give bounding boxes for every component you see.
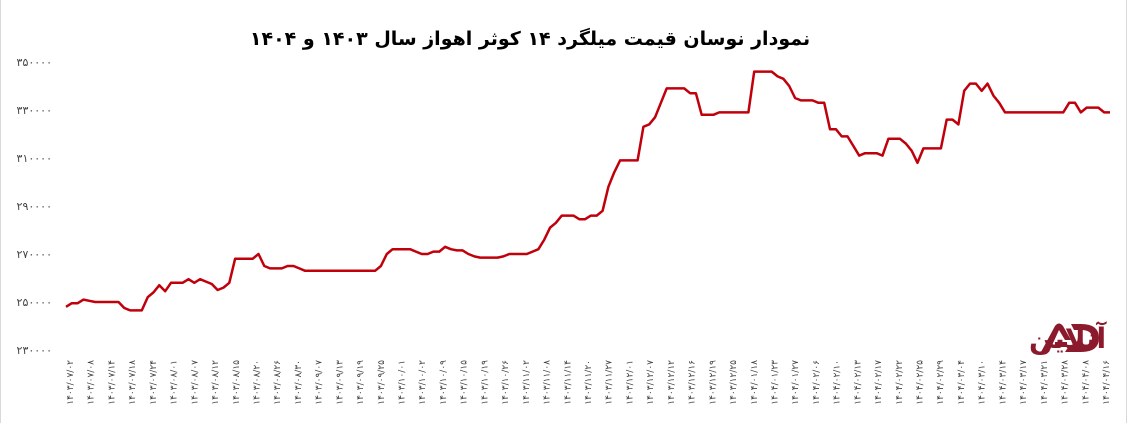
x-tick-label: ۱۴۰۳/۰۷/۰۸ — [87, 360, 97, 405]
y-tick-label: ۳۱۰۰۰۰ — [17, 152, 52, 165]
x-tick-label: ۱۴۰۳/۰۹/۰۷ — [315, 360, 325, 405]
x-tick-label: ۱۴۰۳/۰۷/۰۲ — [66, 360, 76, 405]
x-tick-label: ۱۴۰۴/۰۳/۰۴ — [957, 360, 967, 405]
y-tick-label: ۳۵۰۰۰۰ — [17, 56, 52, 69]
x-tick-label: ۱۴۰۳/۰۷/۱۴ — [107, 360, 117, 405]
x-tick-label: ۱۴۰۴/۰۲/۲۹ — [936, 360, 946, 405]
x-tick-label: ۱۴۰۴/۰۳/۱۷ — [1019, 360, 1029, 405]
x-tick-label: ۱۴۰۳/۰۸/۰۱ — [170, 360, 180, 405]
x-tick-label: ۱۴۰۳/۰۸/۱۵ — [232, 360, 242, 405]
x-tick-label: ۱۴۰۴/۰۱/۲۳ — [770, 360, 780, 405]
x-tick-label: ۱۴۰۳/۰۸/۲۰ — [252, 360, 262, 405]
x-tick-label: ۱۴۰۳/۱۰/۰۱ — [398, 360, 408, 405]
watermark-emblem-icon — [1041, 323, 1099, 352]
series-layer — [65, 70, 1110, 312]
x-tick-label: ۱۴۰۴/۰۲/۲۵ — [916, 360, 926, 405]
x-tick-label: ۱۴۰۳/۱۱/۰۲ — [522, 360, 532, 405]
x-tick-label: ۱۴۰۳/۰۹/۲۵ — [377, 360, 387, 405]
x-tick-label: ۱۴۰۳/۱۲/۱۲ — [667, 360, 677, 405]
y-tick-label: ۲۵۰۰۰۰ — [17, 296, 52, 309]
x-tick-label: ۱۴۰۳/۱۰/۲۶ — [501, 360, 511, 405]
y-tick-label: ۳۳۰۰۰۰ — [17, 104, 52, 117]
x-tick-label: ۱۴۰۳/۰۸/۰۷ — [190, 360, 200, 405]
x-tick-label: ۱۴۰۴/۰۳/۲۱ — [1040, 360, 1050, 405]
x-tick-label: ۱۴۰۳/۱۱/۲۷ — [605, 360, 615, 405]
x-tick-label: ۱۴۰۴/۰۲/۲۲ — [895, 360, 905, 405]
x-axis: ۱۴۰۳/۰۷/۰۲ ۱۴۰۳/۰۷/۰۸ ۱۴۰۳/۰۷/۱۴ ۱۴۰۳/۰۷/۱۸… — [66, 360, 1112, 405]
x-tick-label: ۱۴۰۳/۱۲/۰۱ — [625, 360, 635, 405]
watermark-logo: آهن آنلاین — [885, 318, 1127, 358]
x-tick-label: ۱۴۰۳/۱۰/۰۲ — [418, 360, 428, 405]
x-tick-label: ۱۴۰۳/۱۱/۱۴ — [563, 360, 573, 405]
x-tick-label: ۱۴۰۳/۰۷/۲۴ — [149, 360, 159, 405]
y-tick-label: ۲۳۰۰۰۰ — [17, 344, 52, 357]
x-tick-label: ۱۴۰۳/۰۸/۳۰ — [294, 360, 304, 405]
x-tick-label: ۱۴۰۳/۱۲/۱۹ — [708, 360, 718, 405]
x-tick-label: ۱۴۰۴/۰۳/۲۸ — [1061, 360, 1071, 405]
x-tick-label: ۱۴۰۴/۰۱/۲۷ — [791, 360, 801, 405]
x-tick-label: ۱۴۰۳/۱۰/۱۵ — [460, 360, 470, 405]
y-tick-label: ۲۷۰۰۰۰ — [17, 248, 52, 261]
x-tick-label: ۱۴۰۳/۰۸/۱۲ — [211, 360, 221, 405]
x-tick-label: ۱۴۰۳/۰۸/۲۶ — [273, 360, 283, 405]
y-tick-label: ۲۹۰۰۰۰ — [17, 200, 52, 213]
x-tick-label: ۱۴۰۳/۰۹/۱۹ — [356, 360, 366, 405]
x-tick-label: ۱۴۰۴/۰۲/۱۳ — [853, 360, 863, 405]
x-tick-label: ۱۴۰۴/۰۴/۱۶ — [1102, 360, 1112, 405]
x-tick-label: ۱۴۰۳/۰۷/۱۸ — [128, 360, 138, 405]
y-axis: ۲۳۰۰۰۰ ۲۵۰۰۰۰ ۲۷۰۰۰۰ ۲۹۰۰۰۰ ۳۱۰۰۰۰ ۳۳۰۰۰۰ ۳۵۰۰… — [17, 56, 52, 357]
x-tick-label: ۱۴۰۳/۱۱/۰۸ — [543, 360, 553, 405]
price-series-line — [65, 70, 1110, 312]
x-tick-label: ۱۴۰۴/۰۴/۰۸ — [1081, 360, 1091, 405]
x-tick-label: ۱۴۰۴/۰۲/۱۷ — [874, 360, 884, 405]
x-tick-label: ۱۴۰۴/۰۱/۱۸ — [750, 360, 760, 405]
x-tick-label: ۱۴۰۴/۰۲/۱۰ — [833, 360, 843, 405]
x-tick-label: ۱۴۰۳/۱۲/۱۶ — [688, 360, 698, 405]
x-tick-label: ۱۴۰۳/۱۲/۰۷ — [646, 360, 656, 405]
x-tick-label: ۱۴۰۴/۰۳/۱۰ — [978, 360, 988, 405]
x-tick-label: ۱۴۰۳/۱۰/۱۹ — [480, 360, 490, 405]
x-tick-label: ۱۴۰۴/۰۲/۰۶ — [812, 360, 822, 405]
x-tick-label: ۱۴۰۳/۱۱/۲۰ — [584, 360, 594, 405]
x-tick-label: ۱۴۰۴/۰۳/۱۴ — [998, 360, 1008, 405]
x-tick-label: ۱۴۰۳/۱۰/۰۹ — [439, 360, 449, 405]
x-tick-label: ۱۴۰۳/۱۲/۲۵ — [729, 360, 739, 405]
x-tick-label: ۱۴۰۳/۰۹/۱۳ — [335, 360, 345, 405]
chart-title: نمودار نوسان قیمت میلگرد ۱۴ کوثر اهواز س… — [249, 28, 811, 50]
